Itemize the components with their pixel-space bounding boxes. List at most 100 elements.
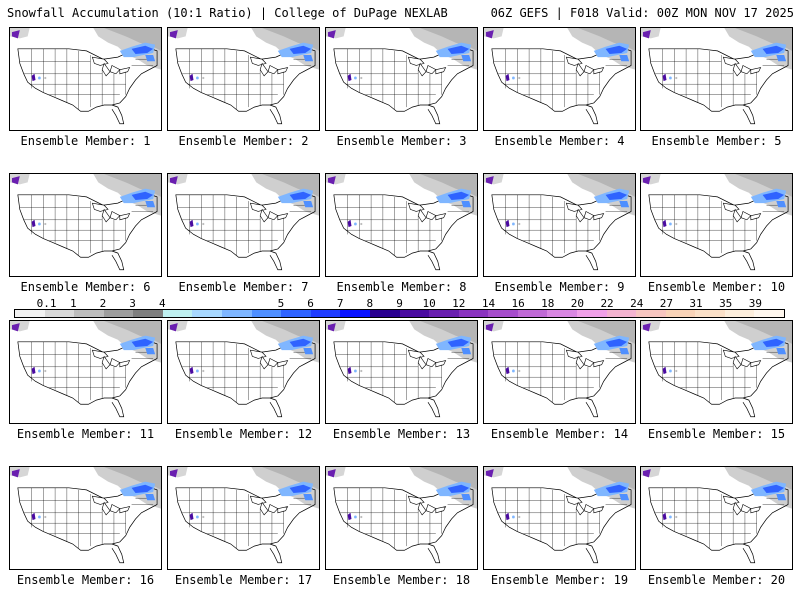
colorbar-tick-label: 31 — [689, 297, 703, 310]
member-caption: Ensemble Member: 7 — [178, 280, 309, 294]
colorbar-segment — [251, 310, 282, 317]
us-map-graphic — [326, 174, 477, 276]
colorbar-segment — [606, 310, 637, 317]
member-caption: Ensemble Member: 19 — [490, 573, 629, 587]
member-map-panel — [640, 466, 793, 570]
member-caption: Ensemble Member: 15 — [647, 427, 786, 441]
colorbar-tick-label: 35 — [719, 297, 733, 310]
colorbar-segment — [74, 310, 104, 317]
us-map-graphic — [484, 321, 635, 423]
colorbar-tick-label: 8 — [366, 297, 374, 310]
colorbar-tick-label: 6 — [307, 297, 314, 310]
colorbar-tick-label: 7 — [336, 297, 344, 310]
colorbar-tick-label: 20 — [570, 297, 585, 310]
colorbar-segment — [133, 310, 163, 317]
member-map-panel — [167, 466, 320, 570]
us-map-graphic — [484, 174, 635, 276]
member-caption: Ensemble Member: 9 — [494, 280, 625, 294]
colorbar-segment — [15, 310, 45, 317]
colorbar-tick-label: 14 — [481, 297, 496, 310]
us-map-graphic — [10, 174, 161, 276]
us-map-graphic — [10, 28, 161, 130]
colorbar-tick-label: 4 — [158, 297, 166, 310]
colorbar-tick-label: 24 — [630, 297, 644, 310]
colorbar-segment — [695, 310, 725, 317]
member-caption: Ensemble Member: 10 — [647, 280, 786, 294]
member-caption: Ensemble Member: 5 — [651, 134, 782, 148]
colorbar-tick-label: 18 — [541, 297, 555, 310]
colorbar-segment — [103, 310, 134, 317]
colorbar-tick-label: 16 — [511, 297, 525, 310]
colorbar-tick-label: 22 — [600, 297, 614, 310]
member-caption: Ensemble Member: 4 — [494, 134, 625, 148]
us-map-graphic — [641, 321, 792, 423]
member-caption: Ensemble Member: 17 — [174, 573, 313, 587]
member-map-panel — [483, 466, 636, 570]
colorbar-segment — [547, 310, 577, 317]
colorbar-segment — [429, 310, 459, 317]
member-caption: Ensemble Member: 12 — [174, 427, 313, 441]
member-map-panel — [483, 173, 636, 277]
colorbar-tick-label: 39 — [748, 297, 762, 310]
colorbar-tick-label: 12 — [452, 297, 466, 310]
us-map-graphic — [326, 28, 477, 130]
colorbar-segment — [369, 310, 400, 317]
colorbar-segment — [636, 310, 666, 317]
colorbar-segment — [724, 310, 755, 317]
us-map-graphic — [641, 467, 792, 569]
colorbar-segment — [192, 310, 223, 317]
map-title: Snowfall Accumulation (10:1 Ratio) | Col… — [7, 6, 448, 20]
member-caption: Ensemble Member: 11 — [16, 427, 155, 441]
colorbar-tick-label: 27 — [659, 297, 673, 310]
us-map-graphic — [326, 467, 477, 569]
colorbar-segment — [162, 310, 193, 317]
member-map-panel — [325, 173, 478, 277]
member-caption: Ensemble Member: 8 — [336, 280, 467, 294]
colorbar-segment — [458, 310, 489, 317]
member-caption: Ensemble Member: 3 — [336, 134, 467, 148]
colorbar-segment — [340, 310, 370, 317]
member-map-panel — [483, 320, 636, 424]
member-caption: Ensemble Member: 6 — [20, 280, 151, 294]
us-map-graphic — [168, 28, 319, 130]
member-map-panel — [9, 320, 162, 424]
colorbar-segment — [488, 310, 518, 317]
us-map-graphic — [326, 321, 477, 423]
member-caption: Ensemble Member: 1 — [20, 134, 151, 148]
colorbar-tick-labels: 0.1 1 2 3 4 5 6 7 8 9 10 12 14 16 18 20 22 24 27 31 35 39 — [14, 297, 785, 310]
colorbar-tick-label: 5 — [277, 297, 285, 310]
colorbar-tick-label: 3 — [129, 297, 136, 310]
us-map-graphic — [168, 174, 319, 276]
member-map-panel — [640, 173, 793, 277]
colorbar-tick-label: 9 — [396, 297, 403, 310]
member-caption: Ensemble Member: 20 — [647, 573, 786, 587]
colorbar-segment — [665, 310, 696, 317]
us-map-graphic — [484, 467, 635, 569]
colorbar-segment — [399, 310, 430, 317]
us-map-graphic — [168, 321, 319, 423]
colorbar-segment — [310, 310, 341, 317]
snowfall-colorbar — [14, 309, 785, 318]
us-map-graphic — [641, 174, 792, 276]
colorbar-segment — [44, 310, 75, 317]
colorbar-tick-label: 0.1 — [36, 297, 57, 310]
member-map-panel — [9, 466, 162, 570]
colorbar-segment — [281, 310, 311, 317]
colorbar-segment — [222, 310, 252, 317]
us-map-graphic — [484, 28, 635, 130]
member-caption: Ensemble Member: 13 — [332, 427, 471, 441]
member-map-panel — [9, 27, 162, 131]
us-map-graphic — [10, 321, 161, 423]
colorbar-segment — [517, 310, 548, 317]
member-caption: Ensemble Member: 18 — [332, 573, 471, 587]
colorbar-tick-label: 2 — [99, 297, 107, 310]
us-map-graphic — [641, 28, 792, 130]
colorbar-segment — [754, 310, 785, 317]
member-caption: Ensemble Member: 14 — [490, 427, 629, 441]
member-map-panel — [325, 320, 478, 424]
member-map-panel — [483, 27, 636, 131]
member-map-panel — [167, 173, 320, 277]
member-map-panel — [640, 27, 793, 131]
colorbar-tick-label: 10 — [422, 297, 436, 310]
member-caption: Ensemble Member: 16 — [16, 573, 155, 587]
